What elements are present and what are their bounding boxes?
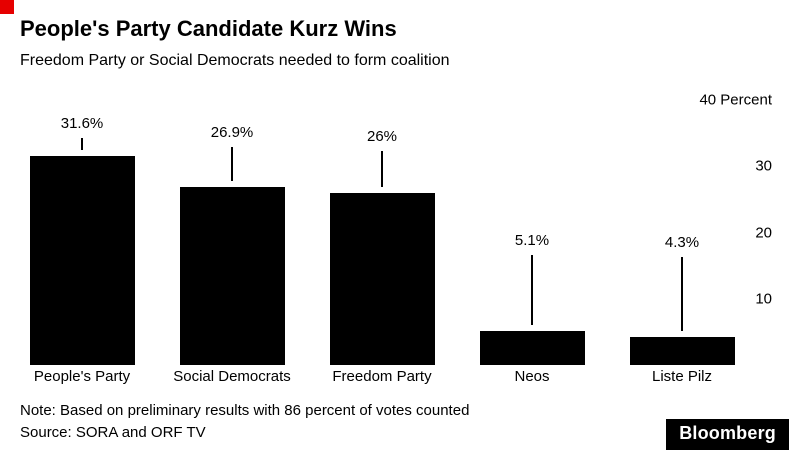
category-label-neos: Neos <box>514 368 550 385</box>
plot-area: 31.6% 26.9% 26% 5.1% 4.3% <box>20 100 735 365</box>
value-label-freedom-party: 26% <box>366 127 398 145</box>
category-label-social-democrats: Social Democrats <box>173 368 291 385</box>
y-axis: 40 Percent 30 20 10 <box>0 92 772 365</box>
y-tick-label-10: 10 <box>755 290 772 308</box>
brand-accent-square <box>0 0 14 14</box>
y-tick-label-40: 40 Percent <box>699 91 772 109</box>
note-text: Note: Based on preliminary results with … <box>20 402 470 419</box>
x-axis: People's Party Social Democrats Freedom Pa… <box>20 368 735 388</box>
category-label-freedom-party: Freedom Party <box>332 368 432 385</box>
category-label-people-s-party: People's Party <box>33 368 131 385</box>
y-tick-label-20: 20 <box>755 224 772 241</box>
bar-people-s-party <box>29 155 135 365</box>
y-tick-label-30: 30 <box>755 157 772 175</box>
bar-freedom-party <box>329 192 435 365</box>
bar-social-democrats <box>179 186 285 365</box>
callout-line-social-democrats <box>231 146 233 181</box>
chart-subtitle: Freedom Party or Social Democrats needed… <box>20 52 450 69</box>
callout-line-freedom-party <box>381 150 383 187</box>
bar-liste-pilz <box>629 336 735 365</box>
value-label-neos: 5.1% <box>514 232 550 250</box>
source-text: Source: SORA and ORF TV <box>20 424 206 441</box>
value-label-social-democrats: 26.9% <box>210 123 254 141</box>
value-label-liste-pilz: 4.3% <box>664 233 700 251</box>
callout-line-liste-pilz <box>681 256 683 331</box>
value-label-people-s-party: 31.6% <box>60 114 104 132</box>
chart-title: People's Party Candidate Kurz Wins <box>20 16 397 41</box>
category-label-liste-pilz: Liste Pilz <box>651 368 713 385</box>
bar-neos <box>479 331 585 365</box>
callout-line-neos <box>531 255 533 326</box>
callout-line-people-s-party <box>81 137 83 150</box>
bloomberg-logo: Bloomberg <box>666 419 789 450</box>
